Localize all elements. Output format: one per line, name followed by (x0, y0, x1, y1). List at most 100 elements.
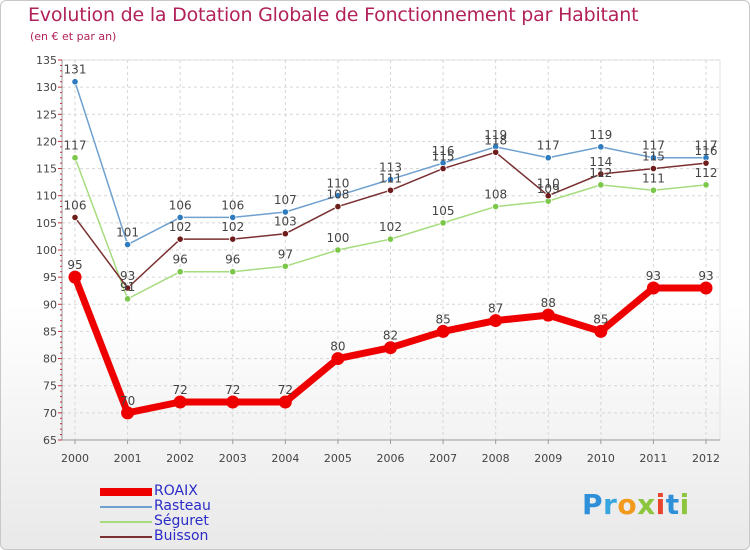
data-point (229, 268, 237, 276)
data-point (492, 148, 500, 156)
logo-letter: P (582, 488, 604, 521)
data-label: 70 (120, 394, 135, 408)
logo-letter: i (655, 488, 666, 521)
data-point (386, 175, 395, 184)
data-label: 117 (64, 139, 87, 153)
legend-swatch-seguret (100, 521, 152, 523)
data-point (71, 78, 79, 86)
data-point (226, 395, 240, 409)
data-label: 108 (484, 188, 507, 202)
y-tick-label: 135 (36, 54, 57, 67)
data-point (597, 181, 605, 189)
data-label: 101 (116, 226, 139, 240)
data-label: 109 (537, 182, 560, 196)
y-tick-label: 65 (43, 434, 57, 447)
data-label: 103 (274, 215, 297, 229)
logo-letter: i (679, 488, 690, 521)
logo-letter: t (665, 488, 680, 521)
data-point (649, 164, 658, 173)
legend-label-roaix: ROAIX (154, 483, 198, 499)
y-tick-label: 85 (43, 325, 57, 338)
data-point (278, 395, 292, 409)
data-point (123, 295, 132, 303)
data-point (699, 281, 713, 295)
y-tick-label: 80 (43, 353, 57, 366)
x-tick-label: 2003 (219, 452, 247, 465)
data-label: 106 (169, 198, 192, 212)
y-tick-label: 115 (36, 163, 57, 176)
x-tick-label: 2008 (482, 452, 510, 465)
data-point (176, 268, 184, 276)
data-point (597, 170, 605, 178)
data-label: 85 (593, 312, 608, 326)
legend-label-seguret: Séguret (154, 513, 209, 529)
data-label: 108 (326, 188, 349, 202)
data-label: 117 (695, 139, 718, 153)
data-label: 102 (169, 220, 192, 234)
logo-letter: r (603, 488, 618, 521)
data-point (649, 186, 658, 194)
data-label: 106 (221, 198, 244, 212)
data-point (331, 352, 345, 366)
data-label: 91 (120, 280, 135, 294)
data-point (334, 202, 342, 211)
x-tick-label: 2000 (61, 452, 89, 465)
data-point (281, 230, 289, 238)
y-tick-label: 120 (36, 135, 57, 148)
data-label: 115 (642, 150, 665, 164)
data-label: 93 (120, 269, 135, 283)
data-point (489, 314, 503, 328)
y-tick-label: 75 (43, 380, 57, 393)
data-point (229, 235, 237, 243)
data-label: 110 (537, 177, 560, 191)
data-point (68, 270, 82, 284)
data-label: 102 (379, 220, 402, 234)
data-label: 119 (484, 128, 507, 142)
data-label: 93 (698, 269, 713, 283)
data-point (386, 235, 395, 243)
data-point (334, 246, 342, 254)
data-point (544, 192, 552, 200)
data-point (541, 308, 555, 322)
data-point (597, 143, 605, 151)
data-point (281, 262, 289, 270)
data-label: 106 (64, 198, 87, 212)
data-label: 88 (541, 296, 556, 310)
x-tick-label: 2007 (429, 452, 457, 465)
x-tick-label: 2012 (692, 452, 720, 465)
x-tick-label: 2002 (166, 452, 194, 465)
data-label: 100 (326, 231, 349, 245)
data-point (702, 181, 710, 189)
proxiti-logo[interactable]: Proxiti (582, 488, 690, 521)
legend-label-rasteau: Rasteau (154, 498, 211, 514)
data-point (173, 395, 187, 409)
data-point (436, 324, 450, 338)
y-tick-label: 95 (43, 271, 57, 284)
data-point (439, 164, 447, 173)
data-point (646, 281, 660, 295)
data-point (702, 159, 710, 167)
data-label: 119 (589, 128, 612, 142)
data-label: 114 (589, 155, 612, 169)
data-label: 117 (642, 139, 665, 153)
y-tick-label: 100 (36, 244, 57, 257)
x-tick-label: 2004 (271, 452, 299, 465)
data-label: 105 (432, 204, 455, 218)
data-point (123, 240, 132, 249)
y-tick-label: 125 (36, 108, 57, 121)
data-point (123, 284, 132, 292)
data-point (594, 324, 608, 338)
data-label: 96 (225, 253, 240, 267)
data-label: 85 (435, 312, 450, 326)
data-label: 87 (488, 302, 503, 316)
data-point (71, 213, 79, 222)
data-point (492, 202, 500, 211)
data-label: 111 (642, 171, 665, 185)
x-tick-label: 2006 (377, 452, 405, 465)
data-label: 115 (432, 150, 455, 164)
chart-title: Evolution de la Dotation Globale de Fonc… (28, 4, 639, 26)
data-label: 80 (330, 340, 345, 354)
data-point (229, 213, 237, 222)
data-label: 72 (225, 383, 240, 397)
